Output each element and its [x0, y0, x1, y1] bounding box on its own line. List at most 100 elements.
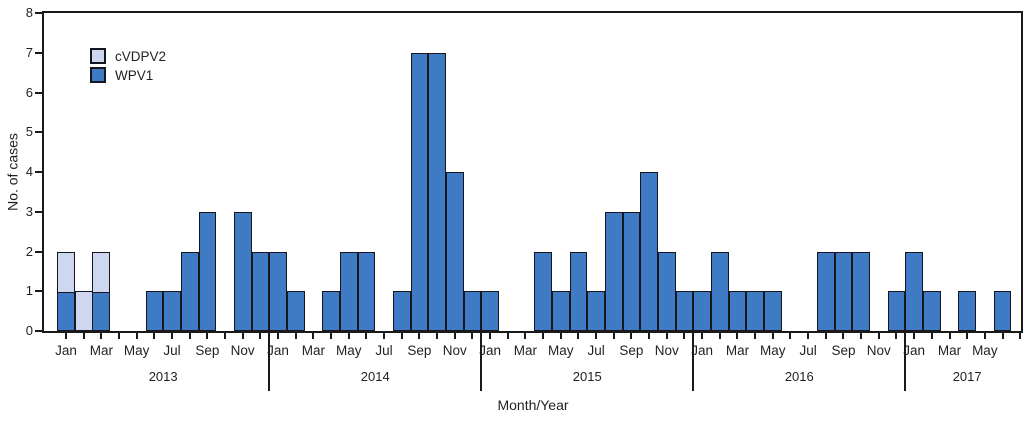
bar-segment-wpv1 — [269, 251, 287, 331]
y-axis-tick-label: 5 — [25, 124, 33, 140]
x-axis-tick — [171, 333, 174, 339]
x-axis-tick — [824, 333, 827, 339]
x-axis-tick — [453, 333, 456, 339]
year-divider — [904, 333, 907, 391]
x-axis-tick — [665, 333, 668, 339]
y-axis-tick — [35, 51, 42, 54]
x-axis-tick — [1001, 333, 1004, 339]
x-axis-tick — [241, 333, 244, 339]
legend-label-cvdpv2: cVDPV2 — [115, 48, 167, 64]
x-axis-tick — [294, 333, 297, 339]
x-axis-tick — [471, 333, 474, 339]
bar-segment-wpv1 — [763, 291, 782, 331]
bar-segment-wpv1 — [852, 251, 870, 331]
bar-segment-wpv1 — [587, 291, 605, 331]
x-axis-tick — [1019, 333, 1022, 339]
month-label: May — [972, 343, 998, 358]
x-axis-tick — [966, 333, 969, 339]
y-axis-tick — [35, 12, 42, 14]
x-axis-tick — [365, 333, 368, 339]
y-axis-tick — [35, 250, 42, 253]
bar-segment-wpv1 — [445, 172, 464, 331]
x-axis-tick — [913, 333, 916, 339]
bar-segment-cvdpv2 — [74, 291, 93, 331]
bar-segment-wpv1 — [816, 251, 835, 331]
bar-segment-wpv1 — [675, 291, 694, 331]
x-axis-tick — [65, 333, 67, 339]
month-label: Jul — [799, 343, 817, 358]
bar-segment-wpv1 — [163, 291, 181, 331]
x-axis-tick — [983, 333, 986, 339]
legend-swatch-wpv1 — [90, 67, 106, 83]
month-label: Jan — [903, 343, 926, 358]
x-axis-tick — [842, 333, 845, 339]
x-axis-tick — [224, 333, 227, 339]
legend-item-cvdpv2: cVDPV2 — [90, 48, 167, 64]
month-label: Nov — [654, 343, 679, 358]
x-axis-tick — [383, 333, 386, 339]
x-axis-tick — [771, 333, 774, 339]
bar-segment-wpv1 — [233, 211, 252, 331]
x-axis-tick — [612, 333, 615, 339]
y-axis-tick-label: 1 — [25, 283, 33, 299]
bar-segment-wpv1 — [993, 291, 1012, 331]
bar-segment-cvdpv2 — [92, 251, 111, 293]
month-label: Mar — [937, 343, 962, 358]
bar-segment-wpv1 — [57, 291, 75, 331]
x-axis-tick — [153, 333, 156, 339]
bar-segment-wpv1 — [622, 211, 641, 331]
y-axis-tick-label: 7 — [25, 44, 33, 60]
x-axis-tick — [259, 333, 262, 339]
bar-segment-wpv1 — [534, 251, 552, 331]
y-axis-tick-label: 0 — [25, 323, 33, 338]
bar-segment-wpv1 — [481, 291, 499, 331]
x-axis-tick — [277, 333, 280, 339]
x-axis-tick — [630, 333, 633, 339]
x-axis-tick — [206, 333, 209, 339]
x-axis-tick — [524, 333, 527, 339]
x-axis-tick — [648, 333, 651, 339]
x-axis-tick — [542, 333, 545, 339]
x-axis-tick — [489, 333, 492, 339]
x-axis-tick — [877, 333, 880, 339]
x-axis-tick — [754, 333, 757, 339]
x-axis-title: Month/Year — [497, 397, 569, 413]
bar-segment-wpv1 — [887, 291, 906, 331]
month-label: Jan — [479, 343, 501, 358]
x-axis-tick — [807, 333, 810, 339]
bar-segment-wpv1 — [145, 291, 164, 331]
bar-segment-wpv1 — [958, 291, 976, 331]
bar-segment-wpv1 — [410, 52, 429, 331]
x-axis-tick — [400, 333, 403, 339]
year-divider — [480, 333, 483, 391]
bar-segment-wpv1 — [251, 251, 270, 331]
bar-segment-wpv1 — [339, 251, 358, 331]
bar-segment-wpv1 — [551, 291, 570, 331]
legend-swatch-cvdpv2 — [90, 48, 106, 64]
legend-label-wpv1: WPV1 — [115, 67, 154, 83]
bar-segment-wpv1 — [322, 291, 340, 331]
y-axis-tick — [35, 91, 42, 94]
bar-segment-wpv1 — [286, 291, 305, 331]
bar-segment-wpv1 — [746, 291, 764, 331]
month-label: Sep — [195, 343, 220, 358]
bar-segment-wpv1 — [693, 291, 711, 331]
month-label: Mar — [513, 343, 538, 358]
x-axis-tick — [860, 333, 863, 339]
month-label: May — [760, 343, 786, 358]
x-axis-tick — [789, 333, 792, 339]
chart-legend: cVDPV2 WPV1 — [90, 48, 167, 83]
bar-segment-wpv1 — [463, 291, 482, 331]
year-divider — [692, 333, 695, 391]
x-axis-tick — [347, 333, 350, 339]
y-axis-tick-label: 8 — [25, 5, 33, 20]
bar-segment-cvdpv2 — [57, 251, 75, 293]
bar-segment-wpv1 — [834, 251, 853, 331]
month-label: Jan — [267, 343, 289, 358]
bar-segment-wpv1 — [357, 251, 376, 331]
month-label: Nov — [442, 343, 467, 358]
year-label: 2017 — [952, 369, 982, 384]
y-axis-tick — [35, 131, 42, 134]
year-label: 2014 — [360, 369, 390, 384]
x-axis-tick — [506, 333, 509, 339]
